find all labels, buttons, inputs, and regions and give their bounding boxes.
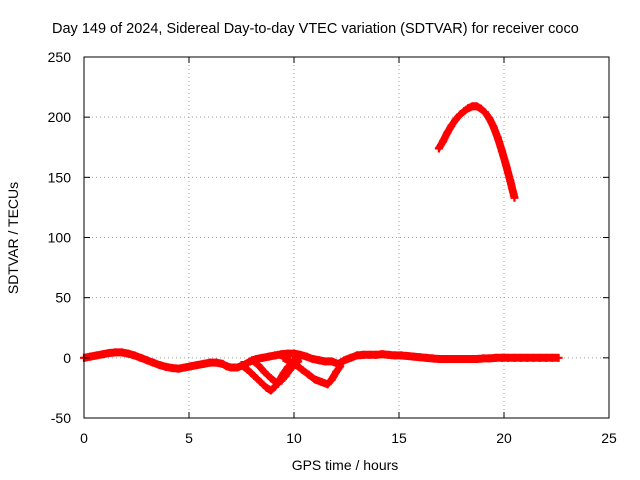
data-point [285,365,294,374]
data-point [180,363,189,372]
data-point [98,350,107,359]
data-point [308,355,317,364]
series-dip-2 [248,356,303,388]
data-point [502,161,511,170]
data-point [489,122,498,131]
data-point [155,361,164,370]
data-point [222,362,231,371]
data-point [510,193,519,202]
data-point [86,352,95,361]
data-point [161,362,170,371]
x-tick-label: 20 [496,430,512,446]
data-point [506,176,515,185]
data-point [311,375,319,384]
data-point [266,374,275,383]
y-tick-label: 250 [48,49,72,65]
data-point [199,359,208,368]
data-point [92,351,101,360]
data-point [250,371,259,380]
data-point [434,144,443,153]
x-tick-label: 0 [80,430,88,446]
data-point [493,133,502,142]
data-point [218,359,227,368]
data-point [143,356,151,365]
data-point [279,353,288,362]
data-point [281,371,290,380]
data-point [285,357,294,366]
x-tick-label: 10 [286,430,302,446]
data-point [262,383,271,392]
data-point [212,358,221,367]
data-point [439,137,448,146]
data-point [304,370,313,379]
data-point [266,386,275,395]
data-point [187,362,196,371]
data-point [497,146,506,155]
y-tick-label: 50 [55,290,71,306]
data-point [346,353,355,362]
data-point [243,365,252,374]
data-point [290,349,298,358]
data-point [273,379,282,388]
data-point [296,352,305,361]
data-point [254,361,263,370]
data-point [443,128,452,137]
data-point [340,356,349,365]
series-arc [434,102,519,202]
data-point [451,115,460,124]
data-point [292,361,301,370]
y-tick-label: 200 [48,109,72,125]
data-point [117,348,126,357]
data-point [327,357,336,366]
data-point [277,376,286,385]
y-tick-labels: -50 0 50 100 150 200 250 [48,49,72,426]
data-point [447,121,456,130]
series-dip-3 [279,353,345,389]
data-point [327,375,336,384]
data-point [554,353,563,362]
data-point [130,351,139,360]
data-point [271,351,280,360]
data-point [472,102,481,111]
data-point [174,364,183,373]
x-tick-label: 25 [601,430,617,446]
data-point [464,104,473,113]
data-point [332,368,340,377]
data-point [149,358,158,367]
chart-title: Day 149 of 2024, Sidereal Day-to-day VTE… [52,21,579,37]
y-tick-label: 100 [48,230,72,246]
data-point [260,368,269,377]
series-main [80,348,563,373]
data-point [485,114,494,123]
data-point [258,353,267,362]
x-axis-label: GPS time / hours [292,457,399,473]
data-point [481,108,490,117]
data-point [193,361,202,370]
y-tick-label: 0 [63,350,71,366]
data-point [460,107,469,116]
y-tick-label: -50 [51,410,71,426]
data-point [455,110,464,119]
data-point [323,380,332,389]
data-point [248,356,256,365]
data-point [264,352,273,361]
data-point [317,377,326,386]
x-tick-label: 5 [185,430,193,446]
axis-ticks [83,56,610,419]
data-point [476,104,485,113]
y-tick-label: 150 [48,169,72,185]
data-point [336,362,345,371]
x-tick-labels: 0 5 10 15 20 25 [80,430,617,446]
data-point [298,365,307,374]
y-axis-label: SDTVAR / TECUs [5,182,21,294]
data-point [256,377,265,386]
data-point [124,349,133,358]
data-point [136,353,145,362]
x-tick-label: 15 [391,430,407,446]
data-point [315,356,324,365]
data-series [80,102,563,395]
data-point [237,361,246,370]
